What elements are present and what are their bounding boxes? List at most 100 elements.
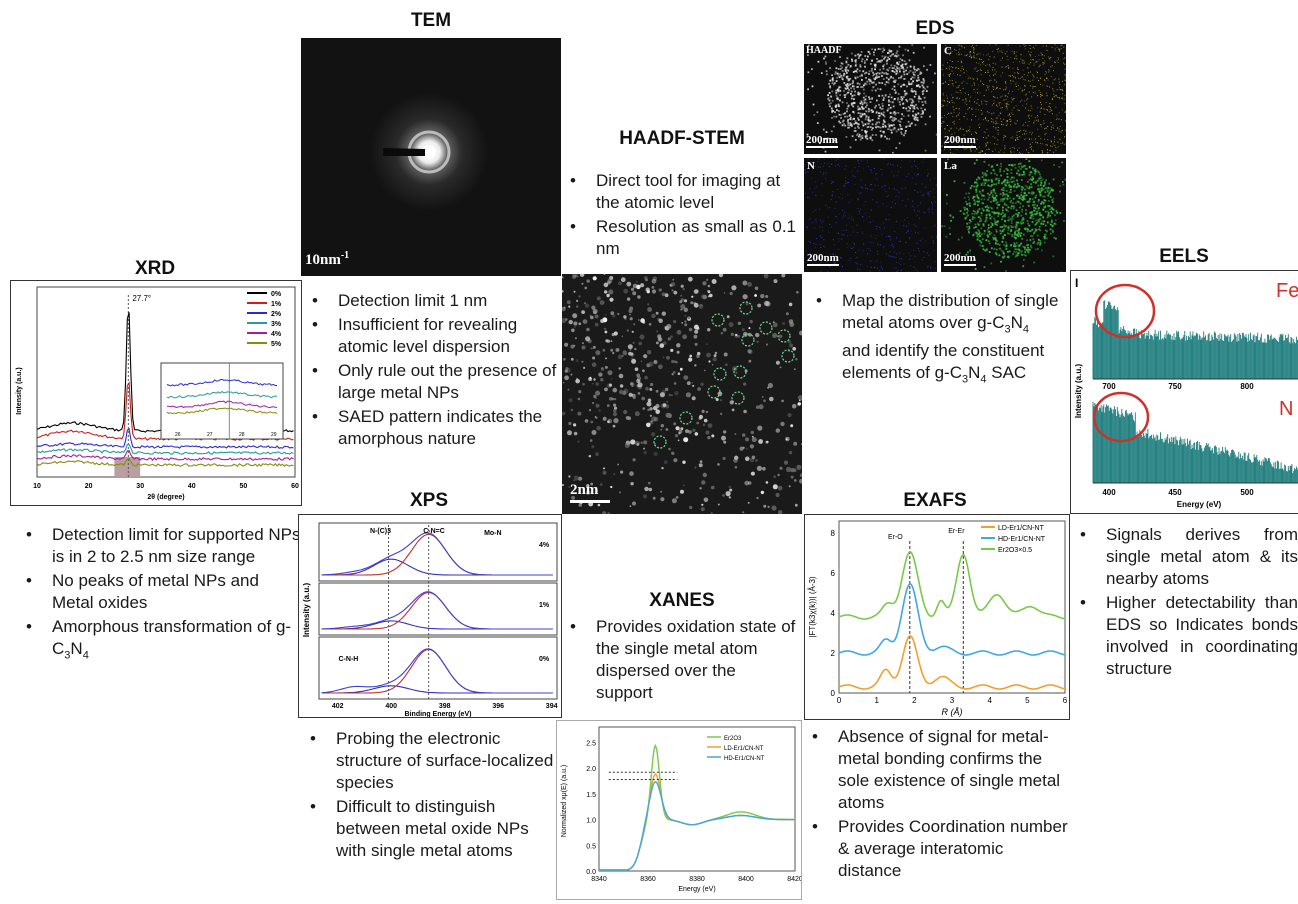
xrd-x-tick: 60 [291, 483, 299, 490]
eds-signal-pixel [851, 219, 852, 220]
haadf-atom-dot [614, 331, 618, 335]
eds-signal-pixel [1051, 141, 1052, 142]
eds-signal-pixel [1020, 58, 1021, 59]
eds-signal-pixel [869, 120, 871, 122]
eds-signal-pixel [893, 99, 895, 101]
eds-signal-pixel [833, 239, 834, 240]
eds-signal-pixel [876, 226, 877, 227]
eds-signal-pixel [936, 235, 937, 236]
eds-signal-pixel [1039, 66, 1040, 67]
eds-signal-pixel [958, 68, 959, 69]
eds-signal-pixel [1035, 171, 1037, 173]
haadf-atom-dot [605, 358, 607, 360]
xrd-legend-label: 1% [271, 301, 282, 308]
haadf-atom-dot [779, 335, 783, 339]
haadf-atom-dot [707, 290, 709, 292]
eds-signal-pixel [1048, 69, 1049, 70]
eds-signal-pixel [1010, 244, 1012, 246]
eds-signal-pixel [1002, 200, 1004, 202]
haadf-atom-dot [589, 409, 591, 411]
eds-signal-pixel [929, 255, 930, 256]
eds-signal-pixel [871, 109, 873, 111]
eds-signal-pixel [962, 66, 963, 67]
eds-signal-pixel [825, 151, 827, 153]
haadf-atom-dot [626, 416, 630, 420]
eds-signal-pixel [858, 119, 860, 121]
eds-signal-pixel [1061, 98, 1062, 99]
eds-signal-pixel [988, 179, 990, 181]
eds-signal-pixel [875, 123, 877, 125]
eds-signal-pixel [891, 129, 893, 131]
eds-signal-pixel [958, 54, 959, 55]
haadf-atom-dot [574, 326, 576, 328]
eds-signal-pixel [1033, 151, 1034, 152]
eds-signal-pixel [1024, 101, 1025, 102]
eds-signal-pixel [898, 270, 899, 271]
eds-signal-pixel [823, 246, 824, 247]
eds-signal-pixel [851, 53, 853, 55]
haadf-atom-dot [708, 423, 713, 428]
eds-signal-pixel [1060, 139, 1061, 140]
eds-signal-pixel [1040, 102, 1041, 103]
eds-signal-pixel [919, 211, 920, 212]
eds-signal-pixel [873, 54, 875, 56]
eds-signal-pixel [844, 96, 846, 98]
eds-signal-pixel [1041, 250, 1043, 252]
eds-signal-pixel [872, 82, 874, 84]
eds-signal-pixel [884, 136, 886, 138]
eds-signal-pixel [990, 201, 992, 203]
exafs-x-tick: 3 [950, 696, 955, 705]
eds-signal-pixel [1044, 63, 1045, 64]
eds-signal-pixel [920, 240, 921, 241]
eds-signal-pixel [932, 82, 934, 84]
haadf-atom-dot [737, 335, 740, 338]
haadf-atom-dot [729, 489, 732, 492]
eds-signal-pixel [929, 116, 931, 118]
eds-signal-pixel [1052, 47, 1053, 48]
eds-signal-pixel [998, 48, 999, 49]
eds-signal-pixel [1014, 184, 1016, 186]
eds-signal-pixel [834, 73, 836, 75]
haadf-atom-dot [630, 482, 633, 485]
eds-signal-pixel [1058, 79, 1059, 80]
eds-signal-pixel [863, 250, 864, 251]
eds-signal-pixel [1028, 152, 1029, 153]
eds-signal-pixel [977, 201, 979, 203]
eds-panel-la: La 200nm [941, 158, 1066, 272]
eds-signal-pixel [1020, 153, 1021, 154]
eds-signal-pixel [994, 80, 995, 81]
haadf-atom-dot [742, 511, 744, 513]
eds-signal-pixel [1023, 79, 1024, 80]
eds-signal-pixel [966, 203, 968, 205]
eds-signal-pixel [905, 205, 906, 206]
eds-signal-pixel [1025, 209, 1027, 211]
eds-signal-pixel [969, 205, 971, 207]
eds-signal-pixel [924, 109, 926, 111]
eds-signal-pixel [988, 89, 989, 90]
eds-signal-pixel [822, 221, 823, 222]
eds-signal-pixel [950, 149, 951, 150]
eds-signal-pixel [913, 224, 914, 225]
eds-signal-pixel [1004, 136, 1005, 137]
eds-signal-pixel [1040, 138, 1041, 139]
eds-signal-pixel [1027, 98, 1028, 99]
eds-signal-pixel [888, 104, 890, 106]
eds-signal-pixel [884, 84, 886, 86]
eds-signal-pixel [958, 239, 960, 241]
haadf-atom-dot [634, 348, 636, 350]
eds-signal-pixel [1013, 177, 1015, 179]
eds-signal-pixel [960, 90, 961, 91]
eds-signal-pixel [1008, 104, 1009, 105]
eds-signal-pixel [864, 66, 866, 68]
eds-signal-pixel [1015, 237, 1017, 239]
eds-signal-pixel [861, 192, 862, 193]
eds-signal-pixel [936, 237, 937, 238]
eds-signal-pixel [829, 92, 831, 94]
eds-signal-pixel [870, 170, 871, 171]
eds-signal-pixel [1003, 124, 1004, 125]
eds-signal-pixel [1029, 64, 1030, 65]
eds-signal-pixel [949, 68, 950, 69]
eds-signal-pixel [901, 188, 902, 189]
eds-signal-pixel [1016, 52, 1017, 53]
eds-signal-pixel [1007, 233, 1009, 235]
